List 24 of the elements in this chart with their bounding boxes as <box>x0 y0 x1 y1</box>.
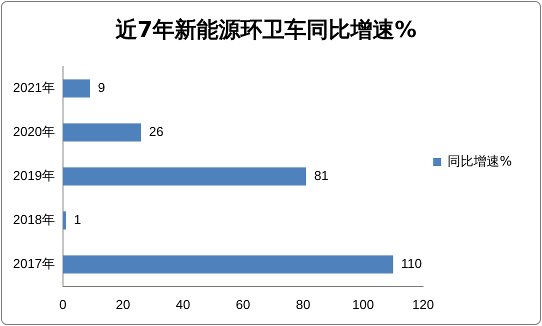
x-tick-label: 120 <box>412 296 434 312</box>
y-tick-label: 2019年 <box>13 168 55 183</box>
x-tick-label: 100 <box>352 296 374 312</box>
bar <box>62 167 306 186</box>
data-label: 1 <box>74 212 82 227</box>
x-tick-label: 60 <box>236 296 250 312</box>
data-label: 110 <box>401 256 422 271</box>
bar <box>62 211 66 230</box>
y-tick-label: 2020年 <box>13 124 55 139</box>
y-tick-label: 2021年 <box>13 80 55 95</box>
y-tick-label: 2018年 <box>13 212 55 227</box>
x-tick-label: 0 <box>59 296 67 312</box>
data-label: 81 <box>314 168 329 183</box>
bar <box>62 79 90 98</box>
data-label: 26 <box>148 124 164 139</box>
x-tick-label: 20 <box>116 296 130 312</box>
bar <box>62 123 141 142</box>
chart-title: 近7年新能源环卫车同比增速% <box>114 16 417 43</box>
x-tick-label: 80 <box>296 296 310 312</box>
data-label: 9 <box>98 80 106 95</box>
y-tick-label: 2017年 <box>13 256 55 271</box>
bar <box>62 255 394 274</box>
x-tick-label: 40 <box>176 296 190 312</box>
legend-label: 同比增速% <box>448 154 512 170</box>
